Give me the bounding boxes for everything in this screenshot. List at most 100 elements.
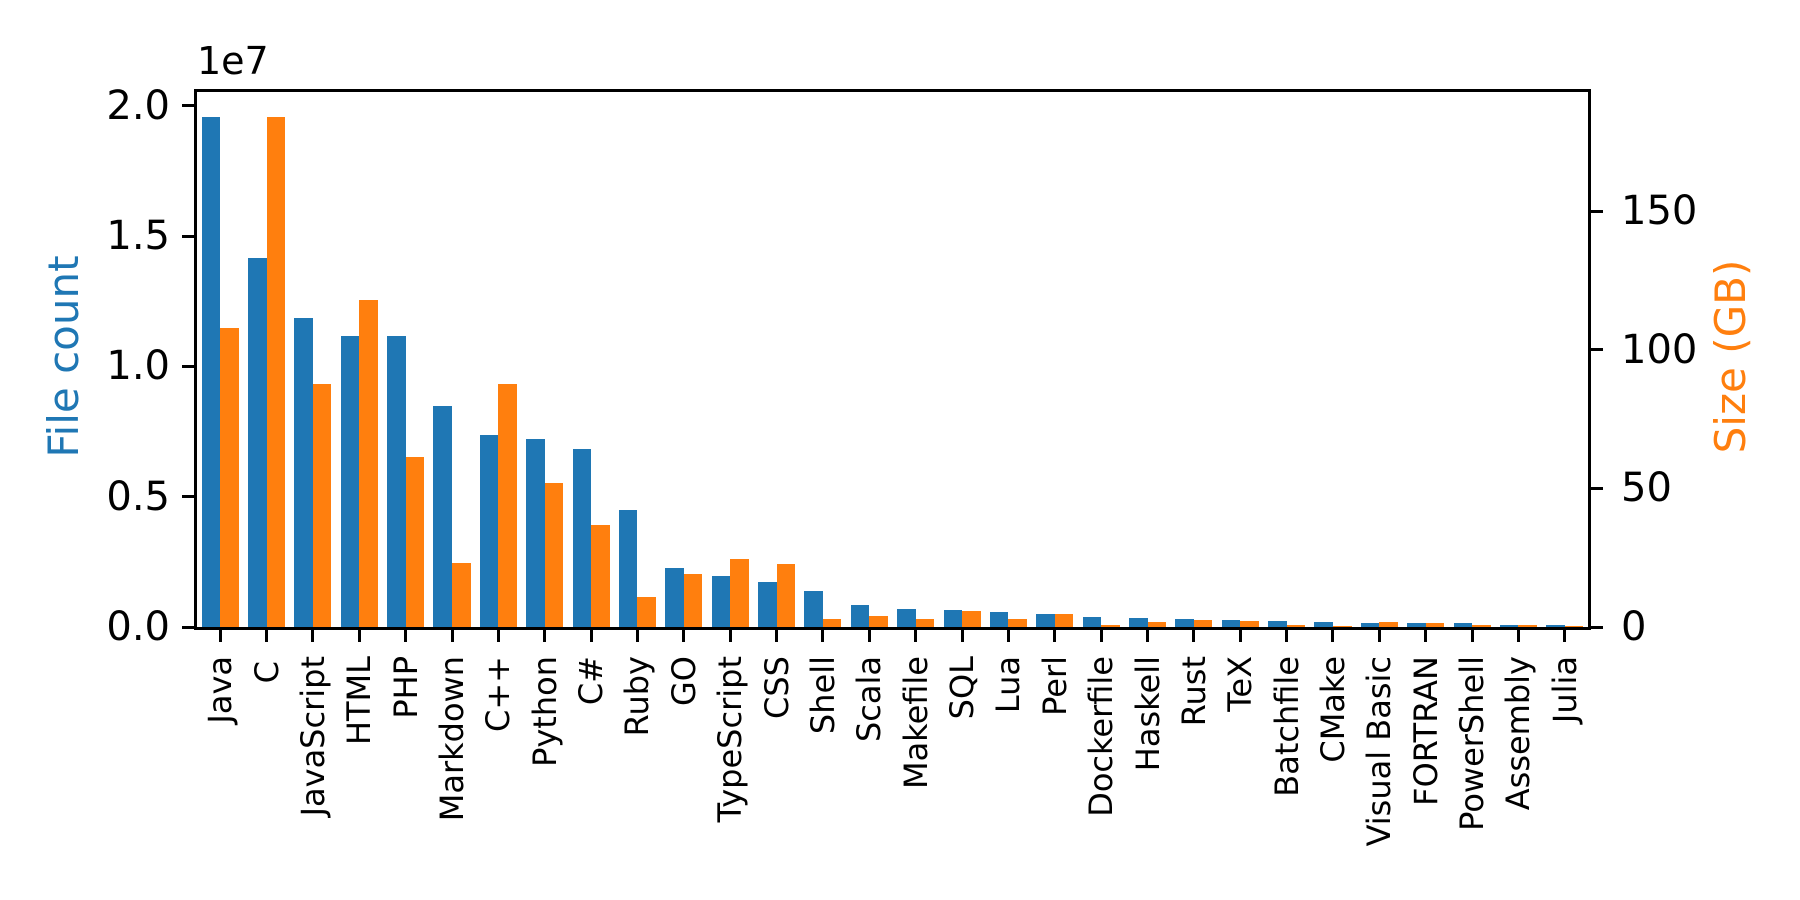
x-tick-mark-batchfile <box>1285 630 1289 642</box>
y-tick-mark-right-0 <box>1591 625 1603 629</box>
x-tick-mark-c <box>265 630 269 642</box>
x-tick-label-html: HTML <box>340 656 379 750</box>
y-tick-label-left-1: 0.5 <box>106 473 170 520</box>
x-tick-label-julia: Julia <box>1545 656 1584 728</box>
x-tick-mark-rust <box>1192 630 1196 642</box>
bar-tex-size-gb <box>1240 621 1259 627</box>
x-tick-label-text-visual-basic: Visual Basic <box>1360 656 1399 847</box>
y-tick-mark-right-2 <box>1591 348 1603 352</box>
bar-shell-file-count <box>804 590 823 627</box>
bar-fortran-file-count <box>1407 623 1426 627</box>
bar-csharp-size-gb <box>591 524 610 627</box>
x-tick-label-powershell: PowerShell <box>1453 656 1491 836</box>
bar-go-size-gb <box>683 573 703 627</box>
x-tick-label-text-typescript: TypeScript <box>711 656 750 823</box>
left-axis-offset-text: 1e7 <box>197 39 269 83</box>
x-tick-label-batchfile: Batchfile <box>1267 656 1306 802</box>
x-tick-label-javascript: JavaScript <box>293 656 332 821</box>
bar-cmake-size-gb <box>1332 625 1352 627</box>
y-tick-mark-left-2 <box>182 364 194 368</box>
x-tick-label-text-fortran: FORTRAN <box>1406 656 1445 806</box>
y-tick-mark-left-3 <box>182 234 194 238</box>
x-tick-label-fortran: FORTRAN <box>1406 656 1445 811</box>
x-tick-label-text-batchfile: Batchfile <box>1267 656 1306 797</box>
bar-javascript-size-gb <box>312 383 332 627</box>
x-tick-label-text-css: CSS <box>757 656 796 719</box>
x-tick-label-text-csharp: C# <box>572 656 611 706</box>
bar-perl-size-gb <box>1054 613 1074 627</box>
bar-html-size-gb <box>359 299 378 627</box>
x-tick-label-text-markdown: Markdown <box>433 656 472 822</box>
x-tick-label-ruby: Ruby <box>618 656 657 741</box>
y-tick-label-right-0: 0 <box>1621 604 1647 650</box>
x-tick-mark-html <box>357 630 361 642</box>
bar-batchfile-size-gb <box>1286 625 1306 627</box>
x-tick-mark-visual-basic <box>1377 630 1381 642</box>
x-tick-label-shell: Shell <box>804 656 842 739</box>
bar-python-file-count <box>526 438 545 627</box>
bar-fortran-size-gb <box>1425 622 1445 627</box>
x-tick-mark-julia <box>1563 630 1567 642</box>
bar-csharp-file-count <box>572 449 592 627</box>
x-tick-mark-dockerfile <box>1099 630 1103 642</box>
bar-java-file-count <box>201 117 221 627</box>
bar-ruby-file-count <box>618 510 638 627</box>
bar-lua-size-gb <box>1008 619 1027 627</box>
x-tick-label-typescript: TypeScript <box>711 656 750 827</box>
x-tick-label-sql: SQL <box>943 656 982 724</box>
bar-php-file-count <box>387 335 406 627</box>
bar-perl-file-count <box>1036 614 1055 627</box>
bar-assembly-file-count <box>1499 624 1519 627</box>
x-tick-label-dockerfile: Dockerfile <box>1082 656 1121 822</box>
x-tick-label-text-ruby: Ruby <box>618 656 657 737</box>
y-tick-label-left-3: 1.5 <box>106 213 170 260</box>
bar-typescript-file-count <box>711 576 731 627</box>
x-tick-label-python: Python <box>525 656 564 772</box>
y-tick-mark-left-1 <box>182 495 194 499</box>
x-tick-label-text-php: PHP <box>386 656 425 719</box>
bar-html-file-count <box>340 335 360 627</box>
x-tick-label-text-html: HTML <box>340 656 379 746</box>
x-tick-mark-powershell <box>1470 630 1474 642</box>
x-tick-label-text-scala: Scala <box>850 656 889 743</box>
x-tick-label-text-dockerfile: Dockerfile <box>1082 656 1121 817</box>
y-tick-label-right-1: 50 <box>1621 465 1672 512</box>
x-tick-label-text-sql: SQL <box>943 656 982 720</box>
x-tick-label-assembly: Assembly <box>1499 656 1537 815</box>
x-tick-label-makefile: Makefile <box>897 656 935 794</box>
bar-markdown-file-count <box>433 406 453 627</box>
x-tick-label-text-cmake: CMake <box>1313 656 1352 763</box>
x-tick-label-visual-basic: Visual Basic <box>1360 656 1399 851</box>
x-tick-mark-shell <box>821 630 825 642</box>
x-tick-mark-assembly <box>1516 630 1520 642</box>
bar-scala-size-gb <box>869 616 888 627</box>
bar-shell-size-gb <box>822 618 842 627</box>
x-tick-label-text-go: GO <box>664 656 703 706</box>
bar-lua-file-count <box>989 611 1009 627</box>
bar-makefile-file-count <box>897 609 916 627</box>
bar-python-size-gb <box>544 482 564 627</box>
bar-css-file-count <box>758 581 777 627</box>
y-tick-label-right-2: 100 <box>1621 326 1698 373</box>
x-tick-label-go: GO <box>664 656 703 711</box>
bar-scala-file-count <box>850 605 870 627</box>
x-tick-label-text-c: C <box>247 660 286 683</box>
x-tick-mark-tex <box>1238 630 1242 642</box>
y-tick-label-left-0: 0.0 <box>106 604 170 650</box>
y-tick-label-right-3: 150 <box>1621 188 1698 235</box>
x-tick-label-text-julia: Julia <box>1545 656 1584 724</box>
x-tick-label-lua: Lua <box>989 656 1027 718</box>
bar-haskell-size-gb <box>1147 621 1167 627</box>
x-tick-label-text-python: Python <box>525 656 564 767</box>
x-tick-label-cmake: CMake <box>1313 656 1352 768</box>
bar-java-size-gb <box>220 328 239 627</box>
bar-php-size-gb <box>405 456 425 627</box>
bar-css-size-gb <box>776 564 796 627</box>
x-tick-mark-sql <box>960 630 964 642</box>
x-tick-label-java: Java <box>201 656 239 729</box>
x-tick-label-perl: Perl <box>1036 656 1074 721</box>
x-tick-mark-python <box>543 630 547 642</box>
x-tick-label-text-javascript: JavaScript <box>293 656 332 817</box>
x-tick-label-tex: TeX <box>1221 656 1259 717</box>
